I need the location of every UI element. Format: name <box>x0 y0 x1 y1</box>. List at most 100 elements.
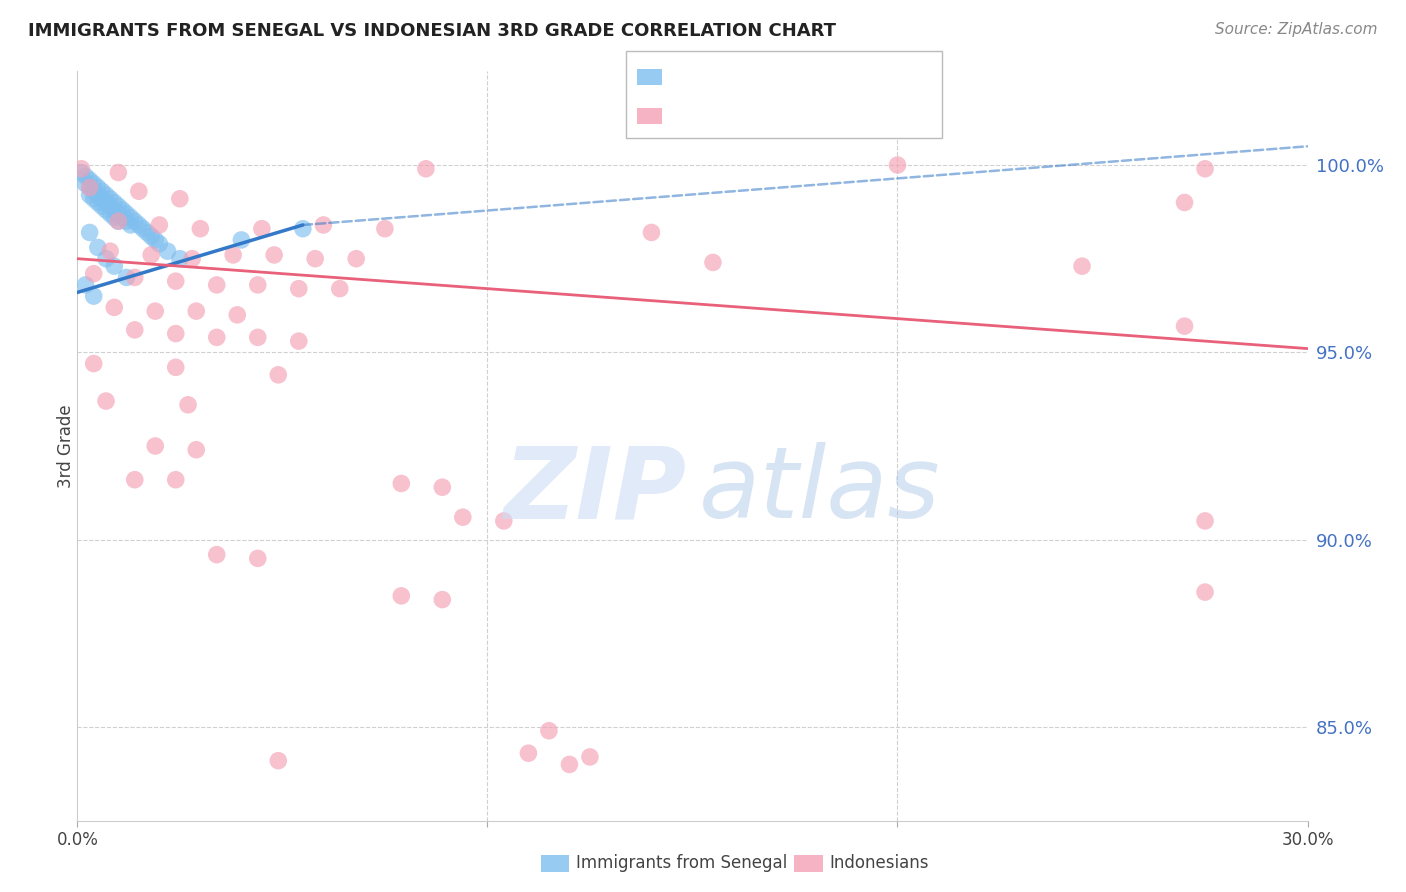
Point <box>702 255 724 269</box>
Point <box>148 218 170 232</box>
Point <box>107 165 129 179</box>
Point <box>107 214 129 228</box>
Point <box>231 233 253 247</box>
Point <box>90 192 114 206</box>
Point <box>143 304 166 318</box>
Point <box>83 192 105 206</box>
Text: Immigrants from Senegal: Immigrants from Senegal <box>576 855 787 872</box>
Point <box>246 277 269 292</box>
Point <box>94 195 117 210</box>
Point <box>267 754 290 768</box>
Point <box>94 188 117 202</box>
Point <box>115 270 138 285</box>
Point <box>90 199 114 213</box>
Point <box>103 195 125 210</box>
Text: R = -0.134   N = 66: R = -0.134 N = 66 <box>671 104 848 123</box>
Point <box>1174 195 1197 210</box>
Point <box>90 184 114 198</box>
Point <box>415 161 437 176</box>
Point <box>83 184 105 198</box>
Point <box>70 165 93 179</box>
Point <box>143 233 166 247</box>
Point <box>246 551 269 566</box>
Text: R =  0.248   N = 51: R = 0.248 N = 51 <box>671 66 846 85</box>
Point <box>75 169 97 184</box>
Point <box>177 398 200 412</box>
Point <box>291 221 314 235</box>
Point <box>169 252 191 266</box>
Point <box>70 161 93 176</box>
Point <box>83 289 105 303</box>
Point <box>115 207 138 221</box>
Point <box>136 226 159 240</box>
Point <box>98 199 121 213</box>
Point <box>579 750 602 764</box>
Point <box>98 244 121 259</box>
Point <box>165 274 187 288</box>
Text: IMMIGRANTS FROM SENEGAL VS INDONESIAN 3RD GRADE CORRELATION CHART: IMMIGRANTS FROM SENEGAL VS INDONESIAN 3R… <box>28 22 837 40</box>
Point <box>205 330 228 344</box>
Point <box>156 244 179 259</box>
Point <box>186 442 208 457</box>
Point <box>537 723 560 738</box>
Point <box>132 221 155 235</box>
Point <box>79 188 101 202</box>
Point <box>451 510 474 524</box>
Point <box>107 207 129 221</box>
Point <box>94 394 117 409</box>
Point <box>87 195 110 210</box>
Point <box>165 360 187 375</box>
Point <box>79 180 101 194</box>
Point <box>98 192 121 206</box>
Point <box>389 589 412 603</box>
Point <box>107 214 129 228</box>
Y-axis label: 3rd Grade: 3rd Grade <box>58 404 75 488</box>
Point <box>83 267 105 281</box>
Point <box>226 308 249 322</box>
Point <box>246 330 269 344</box>
Point <box>83 357 105 371</box>
Point <box>1071 259 1094 273</box>
Point <box>222 248 245 262</box>
Text: Source: ZipAtlas.com: Source: ZipAtlas.com <box>1215 22 1378 37</box>
Point <box>188 221 212 235</box>
Point <box>103 211 125 225</box>
Point <box>304 252 326 266</box>
Point <box>87 240 110 254</box>
Point <box>1194 514 1216 528</box>
Point <box>886 158 908 172</box>
Point <box>165 326 187 341</box>
Point <box>87 188 110 202</box>
Text: ZIP: ZIP <box>503 442 686 540</box>
Point <box>115 214 138 228</box>
Point <box>143 439 166 453</box>
Point <box>432 592 454 607</box>
Point <box>94 252 117 266</box>
Point <box>374 221 396 235</box>
Point <box>181 252 204 266</box>
Point <box>111 202 134 217</box>
Point <box>128 218 150 232</box>
Point <box>165 473 187 487</box>
Point <box>75 177 97 191</box>
Point <box>169 192 191 206</box>
Point <box>107 199 129 213</box>
Point <box>344 252 367 266</box>
Point <box>103 202 125 217</box>
Point <box>640 226 662 240</box>
Point <box>124 323 146 337</box>
Point <box>79 180 101 194</box>
Point <box>83 177 105 191</box>
Point <box>263 248 285 262</box>
Point <box>103 301 125 315</box>
Point <box>124 270 146 285</box>
Point <box>98 207 121 221</box>
Point <box>141 248 163 262</box>
Point <box>389 476 412 491</box>
Point <box>517 746 540 760</box>
Point <box>87 180 110 194</box>
Point <box>103 259 125 273</box>
Point <box>492 514 515 528</box>
Point <box>267 368 290 382</box>
Point <box>205 548 228 562</box>
